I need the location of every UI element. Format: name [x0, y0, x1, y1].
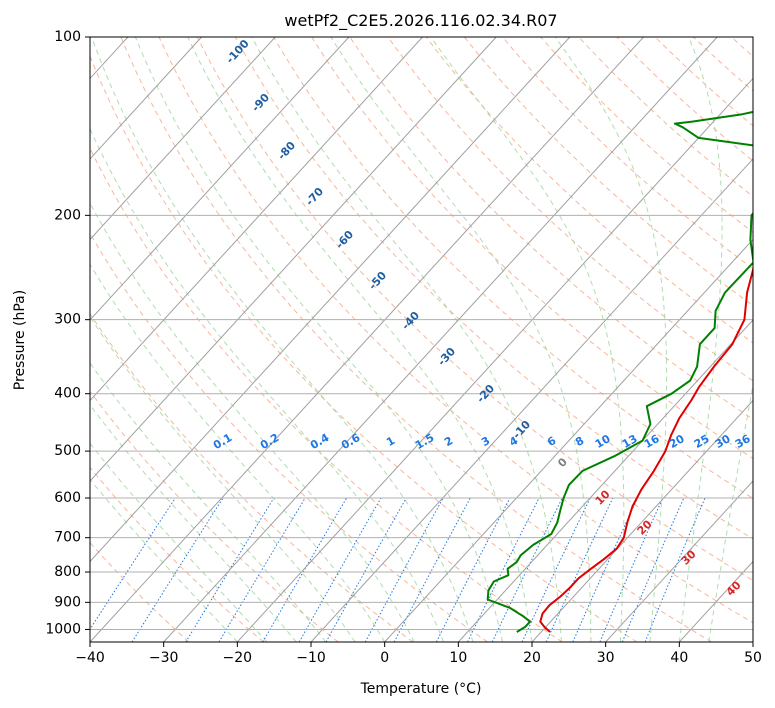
mixing-ratio-line: [467, 497, 540, 642]
y-tick-label: 400: [54, 386, 81, 402]
x-tick-label: 50: [744, 650, 762, 666]
mixing-ratio-line: [298, 497, 382, 642]
mixing-ratio-line: [491, 497, 563, 642]
dry-adiabat-line: [90, 390, 339, 642]
isotherm-line: [384, 238, 753, 642]
mixing-ratio-line: [325, 497, 407, 642]
pressure-gridlines: [90, 37, 753, 630]
isotherm-line: [163, 37, 718, 642]
moist-adiabat-line: [430, 37, 625, 642]
x-tick-label: −30: [149, 650, 179, 666]
mixing-ratio-line: [364, 497, 444, 642]
plot-frame: [89, 36, 754, 643]
mixing-ratio-line: [572, 497, 639, 642]
mixing-ratio-line: [131, 497, 224, 642]
dry-adiabat-line: [463, 37, 753, 307]
temperature-trace: [539, 266, 753, 633]
isotherm-line: [90, 37, 350, 321]
moist-adiabat-line: [554, 37, 668, 642]
moist-adiabat-line: [90, 315, 356, 642]
dry-adiabat-line: [196, 37, 753, 581]
moist-adiabat-line: [330, 37, 592, 642]
x-axis-label: Temperature (°C): [360, 681, 482, 697]
isotherm-line: [605, 480, 753, 642]
mixing-ratio-line: [621, 497, 685, 642]
isotherm-line: [90, 37, 644, 642]
y-tick-label: 800: [54, 564, 81, 580]
isotherm-line: [90, 37, 497, 482]
y-tick-label: 100: [54, 29, 81, 45]
mixing-ratio-line: [393, 497, 471, 642]
x-tick-label: −40: [75, 650, 105, 666]
x-axis: −40 −30 −20 −10 0 10 20 30 40 50: [75, 642, 762, 666]
dry-adiabat-line: [158, 37, 753, 624]
moist-adiabat-line: [134, 37, 503, 642]
y-tick-label: 900: [54, 594, 81, 610]
y-axis: 100 200 300 400 500 600 700 800 900 1000: [45, 29, 90, 637]
sounding-traces: [486, 110, 753, 633]
mixing-ratio-line: [185, 497, 275, 642]
y-tick-label: 1000: [45, 621, 81, 637]
mixing-ratio-line: [218, 497, 306, 642]
dewpoint-trace: [486, 110, 753, 633]
moist-adiabat-line: [708, 382, 753, 642]
mixing-ratio-line: [644, 497, 706, 642]
moist-adiabat-line: [91, 37, 474, 642]
isotherm-line: [90, 37, 276, 241]
x-tick-label: −10: [296, 650, 326, 666]
mixing-ratio-line: [521, 497, 591, 642]
moist-adiabat-line: [90, 362, 327, 642]
isotherm-line: [531, 399, 753, 642]
moist-adiabat-line: [90, 201, 415, 642]
y-tick-label: 200: [54, 207, 81, 223]
moist-adiabat-line: [90, 403, 297, 642]
x-tick-label: 30: [597, 650, 615, 666]
y-tick-label: 500: [54, 443, 81, 459]
x-tick-label: 40: [670, 650, 688, 666]
x-tick-label: 20: [523, 650, 541, 666]
mixing-ratio-line: [262, 497, 348, 642]
isotherm-line: [90, 37, 423, 402]
dry-adiabat-line: [90, 232, 488, 642]
y-tick-label: 300: [54, 312, 81, 328]
moist-adiabat-line: [678, 37, 723, 642]
isotherm-line: [90, 37, 571, 563]
dry-adiabat-line: [387, 37, 753, 382]
chart-title: wetPf2_C2E5.2026.116.02.34.R07: [284, 11, 557, 31]
isotherm-line: [90, 37, 202, 160]
dry-adiabat-line: [349, 37, 753, 420]
x-tick-label: 0: [380, 650, 389, 666]
moist-adiabat-line: [90, 263, 386, 642]
dry-adiabat-line: [90, 466, 264, 642]
dry-adiabat-line: [90, 147, 563, 642]
moist-adiabat-line: [90, 127, 445, 642]
y-axis-label: Pressure (hPa): [12, 290, 28, 390]
x-tick-label: 10: [449, 650, 467, 666]
background-lines: [90, 37, 753, 642]
mixing-ratio-line: [599, 497, 664, 642]
moist-adiabat-line: [90, 442, 268, 642]
moist-adiabat-line: [251, 37, 562, 642]
mixing-ratio-line: [435, 497, 511, 642]
x-tick-label: −20: [223, 650, 253, 666]
moist-adiabat-line: [90, 478, 238, 642]
y-tick-label: 700: [54, 530, 81, 546]
isotherm-line: [310, 158, 753, 642]
y-tick-label: 600: [54, 490, 81, 506]
plot-background: [90, 37, 753, 642]
mixing-ratio-line: [90, 497, 176, 631]
